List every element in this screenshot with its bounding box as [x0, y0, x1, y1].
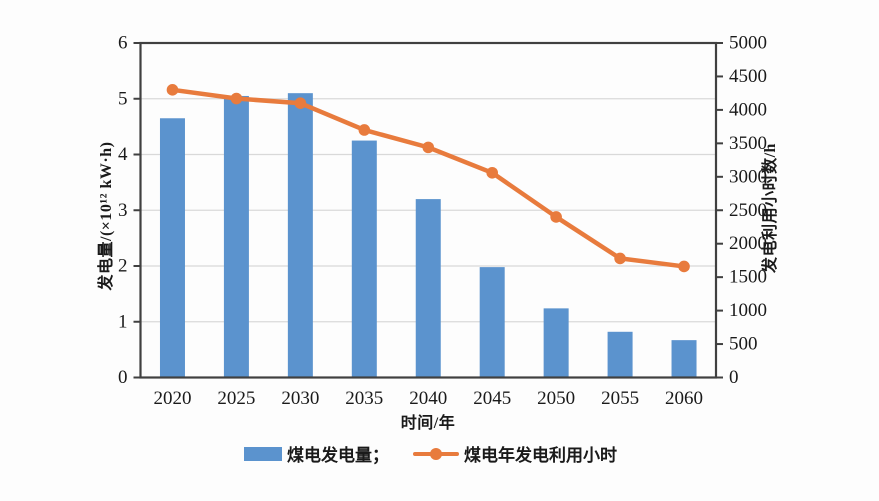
svg-text:2030: 2030 — [281, 388, 319, 409]
marker-2050 — [550, 211, 562, 223]
svg-text:1: 1 — [118, 311, 128, 332]
legend-label-line: 煤电年发电利用小时 — [464, 446, 617, 465]
bar-2020 — [159, 118, 185, 378]
bar-2055 — [607, 331, 633, 378]
svg-text:5: 5 — [118, 88, 128, 109]
marker-2060 — [678, 260, 690, 273]
marker-2020 — [166, 84, 179, 96]
bar-2035 — [351, 140, 377, 378]
legend: 煤电发电量； 煤电年发电利用小时 — [0, 441, 870, 466]
svg-text:2: 2 — [118, 256, 128, 277]
svg-text:1500: 1500 — [729, 267, 767, 288]
svg-text:2035: 2035 — [345, 388, 383, 409]
bar-series — [159, 93, 697, 378]
svg-text:5000: 5000 — [729, 33, 767, 54]
marker-2040 — [422, 141, 435, 154]
line-swatch-marker-icon — [430, 447, 442, 460]
marker-2030 — [294, 97, 307, 110]
svg-text:3: 3 — [118, 200, 128, 221]
svg-text:2500: 2500 — [729, 200, 767, 221]
marker-2045 — [486, 166, 498, 179]
svg-text:2020: 2020 — [153, 388, 191, 409]
svg-text:0: 0 — [729, 367, 739, 388]
legend-label-bar: 煤电发电量； — [287, 446, 389, 465]
marker-2035 — [358, 124, 371, 136]
x-axis-labels: 2020 2025 2030 2035 2040 2045 2050 2055 2060 — [153, 388, 703, 409]
line-series-swatch — [413, 447, 459, 461]
bar-2045 — [479, 267, 505, 378]
svg-text:2040: 2040 — [409, 388, 447, 409]
line-markers — [166, 84, 690, 273]
svg-text:2000: 2000 — [729, 233, 767, 254]
svg-text:2050: 2050 — [537, 388, 575, 409]
svg-text:4000: 4000 — [729, 99, 767, 120]
bar-2025 — [223, 95, 249, 378]
marker-2055 — [614, 252, 626, 265]
svg-text:2060: 2060 — [665, 388, 703, 409]
svg-text:4500: 4500 — [729, 66, 767, 87]
bar-2050 — [543, 308, 569, 378]
svg-text:2055: 2055 — [601, 388, 639, 409]
bar-series-swatch — [244, 446, 282, 461]
svg-text:2025: 2025 — [217, 388, 255, 409]
svg-text:3500: 3500 — [729, 133, 767, 154]
svg-text:500: 500 — [729, 334, 758, 355]
svg-text:2045: 2045 — [473, 388, 511, 409]
bar-2040 — [415, 199, 441, 378]
svg-text:4: 4 — [118, 144, 128, 165]
svg-text:6: 6 — [118, 33, 128, 54]
legend-item-line: 煤电年发电利用小时 — [399, 441, 617, 466]
bar-2030 — [287, 93, 313, 378]
svg-text:1000: 1000 — [729, 300, 767, 321]
right-axis-ticks: 0 500 1000 1500 2000 2500 3000 3500 4000 4500 5000 — [716, 33, 767, 388]
left-axis-ticks: 0 1 2 3 4 5 6 — [118, 33, 141, 388]
marker-2025 — [230, 92, 243, 105]
svg-text:0: 0 — [118, 367, 128, 388]
svg-text:3000: 3000 — [729, 166, 767, 187]
bar-2060 — [671, 340, 697, 378]
legend-item-bar: 煤电发电量； — [244, 441, 389, 466]
